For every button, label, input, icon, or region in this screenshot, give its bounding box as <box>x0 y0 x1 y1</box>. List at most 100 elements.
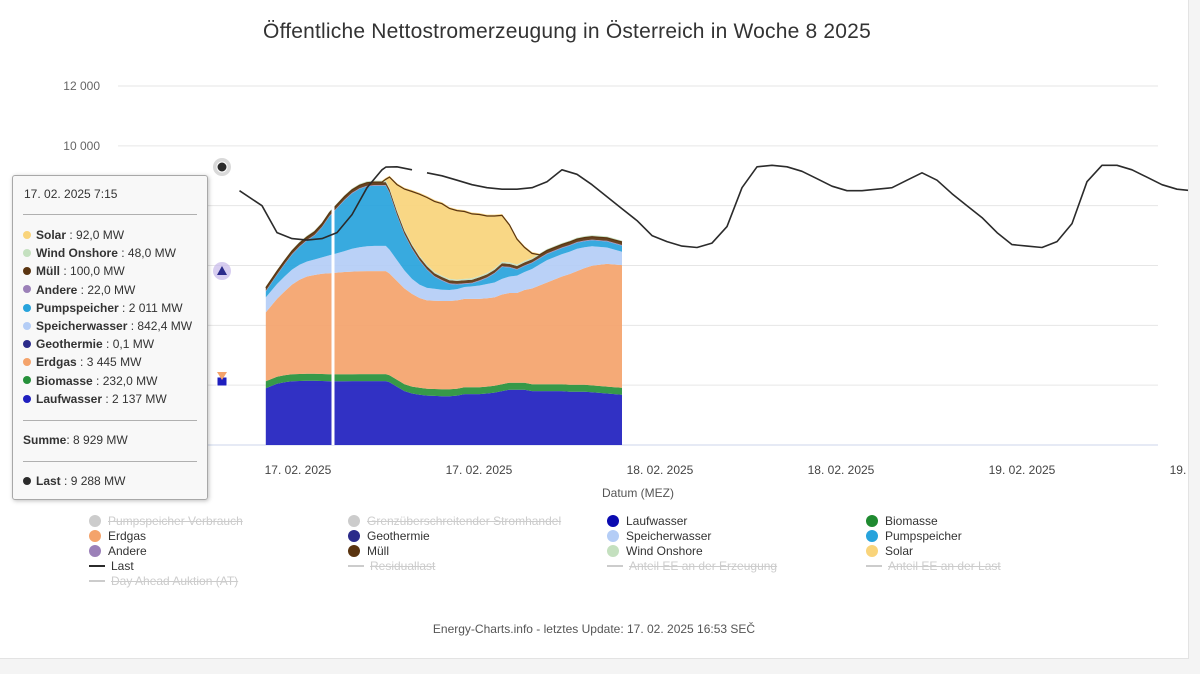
legend-line-icon <box>348 564 364 567</box>
area-solar[interactable] <box>265 175 622 287</box>
tooltip-series-name: Geothermie <box>36 337 103 352</box>
legend-label: Residuallast <box>370 559 436 573</box>
vertical-scrollbar[interactable] <box>1189 0 1200 674</box>
legend-item-pumpspeicher[interactable]: Pumpspeicher <box>866 529 962 544</box>
tooltip-series-dot <box>23 267 31 276</box>
tooltip-series-value: 100,0 MW <box>70 264 125 279</box>
tooltip-series-value: 842,4 MW <box>137 319 193 333</box>
tooltip-row: Andere : 22,0 MW <box>23 283 135 297</box>
tooltip-series-name: Wind Onshore <box>36 246 118 261</box>
tooltip-series-name: Pumpspeicher <box>36 300 119 315</box>
tooltip-row: Speicherwasser : 842,4 MW <box>23 319 192 333</box>
legend-item-müll[interactable]: Müll <box>348 544 389 559</box>
last-line-series[interactable] <box>239 164 1189 249</box>
legend-item-biomasse[interactable]: Biomasse <box>866 514 938 529</box>
tooltip-row: Solar : 92,0 MW <box>23 228 124 242</box>
y-tick-label: 10 000 <box>63 139 100 153</box>
legend-item-laufwasser[interactable]: Laufwasser <box>607 514 687 529</box>
legend-label: Biomasse <box>885 514 938 528</box>
legend-item-last[interactable]: Last <box>89 559 134 574</box>
legend-label: Pumpspeicher Verbrauch <box>108 514 243 528</box>
x-tick-label: 19. 02. 2025 <box>989 463 1056 477</box>
legend-item-day-ahead-auktion-at[interactable]: Day Ahead Auktion (AT) <box>89 574 238 589</box>
legend-item-erdgas[interactable]: Erdgas <box>89 529 146 544</box>
legend-dot-icon <box>89 529 101 542</box>
horizontal-scrollbar[interactable] <box>0 659 1189 674</box>
legend-item-andere[interactable]: Andere <box>89 544 147 559</box>
legend-label: Laufwasser <box>626 514 688 528</box>
legend-label: Solar <box>885 544 914 558</box>
area-erdgas[interactable] <box>265 263 622 390</box>
legend-label: Geothermie <box>367 529 430 543</box>
area-laufwasser[interactable] <box>265 380 622 445</box>
tooltip-series-dot <box>23 394 31 403</box>
tooltip-sum-row: Summe: 8 929 MW <box>23 433 128 447</box>
area-speicherwasser[interactable] <box>265 245 622 313</box>
legend-line-icon <box>866 564 882 567</box>
tooltip-series-name: Andere <box>36 282 78 297</box>
hover-marker-geothermie <box>217 266 227 275</box>
tooltip-series-name: Müll <box>36 264 60 279</box>
area-pumpspeicher[interactable] <box>265 185 622 298</box>
tooltip-header: 17. 02. 2025 7:15 <box>24 187 118 201</box>
legend-item-anteil-ee-an-der-erzeugung[interactable]: Anteil EE an der Erzeugung <box>607 559 777 574</box>
legend-dot-icon <box>866 544 878 557</box>
legend-item-grenzüberschreitender-stromhandel[interactable]: Grenzüberschreitender Stromhandel <box>348 514 561 529</box>
legend-dot-icon <box>866 514 878 527</box>
legend-dot-icon <box>607 529 619 542</box>
y-tick-label: 12 000 <box>63 79 100 93</box>
y-axis-ticks: 12 000 10 000 <box>63 79 100 153</box>
legend-item-solar[interactable]: Solar <box>866 544 913 559</box>
x-tick-label: 17. 02. 2025 <box>265 463 332 477</box>
tooltip-row: Erdgas : 3 445 MW <box>23 355 141 369</box>
x-axis-label: Datum (MEZ) <box>602 486 674 500</box>
legend-label: Anteil EE an der Last <box>888 559 1001 573</box>
tooltip-row: Müll : 100,0 MW <box>23 264 125 278</box>
legend-item-wind-onshore[interactable]: Wind Onshore <box>607 544 703 559</box>
area-biomasse[interactable] <box>265 373 622 397</box>
tooltip-series-name: Erdgas <box>36 355 77 370</box>
tooltip-separator <box>23 420 197 421</box>
legend-label: Wind Onshore <box>626 544 703 558</box>
tooltip-series-dot <box>23 230 31 239</box>
tooltip-series-value: 2 011 MW <box>128 300 183 315</box>
tooltip-series-name: Laufwasser <box>36 391 103 406</box>
legend-label: Speicherwasser <box>626 529 712 543</box>
legend-dot-icon <box>348 529 360 542</box>
tooltip-series-value: 22,0 MW <box>87 282 136 297</box>
stacked-areas[interactable] <box>265 175 623 445</box>
chart-plot[interactable]: 12 000 10 000 17. 02. 2025 17. 02. 2025 18.… <box>0 0 1188 600</box>
tooltip-series-value: 48,0 MW <box>127 246 176 261</box>
tooltip-series-dot <box>23 285 31 294</box>
chart-legend: Pumpspeicher Verbrauch Grenzüberschreiten… <box>89 514 1001 589</box>
tooltip-series-value: 92,0 MW <box>76 228 125 242</box>
tooltip-series-value: 232,0 MW <box>102 373 158 388</box>
legend-label: Pumpspeicher <box>885 529 962 543</box>
legend-item-speicherwasser[interactable]: Speicherwasser <box>607 529 711 544</box>
legend-label: Day Ahead Auktion (AT) <box>111 574 239 588</box>
tooltip-row: Wind Onshore : 48,0 MW <box>23 246 176 260</box>
tooltip-series-dot <box>23 376 31 385</box>
legend-item-geothermie[interactable]: Geothermie <box>348 529 430 544</box>
generation-top-outline <box>265 176 623 289</box>
line-last[interactable] <box>239 164 1189 249</box>
tooltip-sum-value: 8 929 MW <box>73 433 128 447</box>
tooltip-series-dot <box>23 321 31 330</box>
tooltip-last-label: Last <box>36 474 61 488</box>
hover-overlay <box>213 158 231 387</box>
tooltip-series-value: 0,1 MW <box>112 337 155 352</box>
legend-item-residuallast[interactable]: Residuallast <box>348 559 435 574</box>
legend-label: Anteil EE an der Erzeugung <box>629 559 778 573</box>
legend-item-anteil-ee-an-der-last[interactable]: Anteil EE an der Last <box>866 559 1001 574</box>
legend-dot-icon <box>89 544 101 557</box>
legend-label: Andere <box>108 544 147 558</box>
tooltip-series-name: Solar <box>36 228 67 242</box>
tooltip-series-dot <box>23 303 31 312</box>
tooltip-series-dot <box>23 358 31 367</box>
footer-credit: Energy-Charts.info - letztes Update: 17.… <box>432 622 756 636</box>
legend-label: Grenzüberschreitender Stromhandel <box>367 514 562 528</box>
tooltip-row: Geothermie : 0,1 MW <box>23 337 154 351</box>
legend-item-pumpspeicher-verbrauch[interactable]: Pumpspeicher Verbrauch <box>89 514 243 529</box>
tooltip-last-value: 9 288 MW <box>70 474 126 488</box>
x-tick-label: 17. 02. 2025 <box>446 463 513 477</box>
